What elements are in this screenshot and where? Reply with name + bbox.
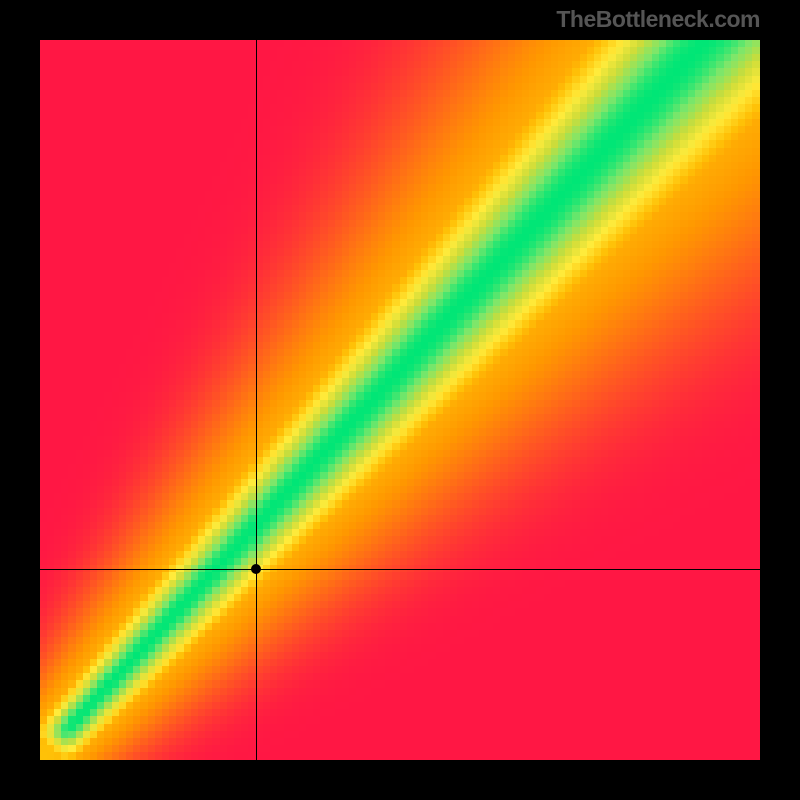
crosshair-marker-dot: [251, 564, 261, 574]
watermark-text: TheBottleneck.com: [556, 6, 760, 33]
bottleneck-heatmap: [40, 40, 760, 760]
crosshair-horizontal: [40, 569, 760, 570]
crosshair-vertical: [256, 40, 257, 760]
